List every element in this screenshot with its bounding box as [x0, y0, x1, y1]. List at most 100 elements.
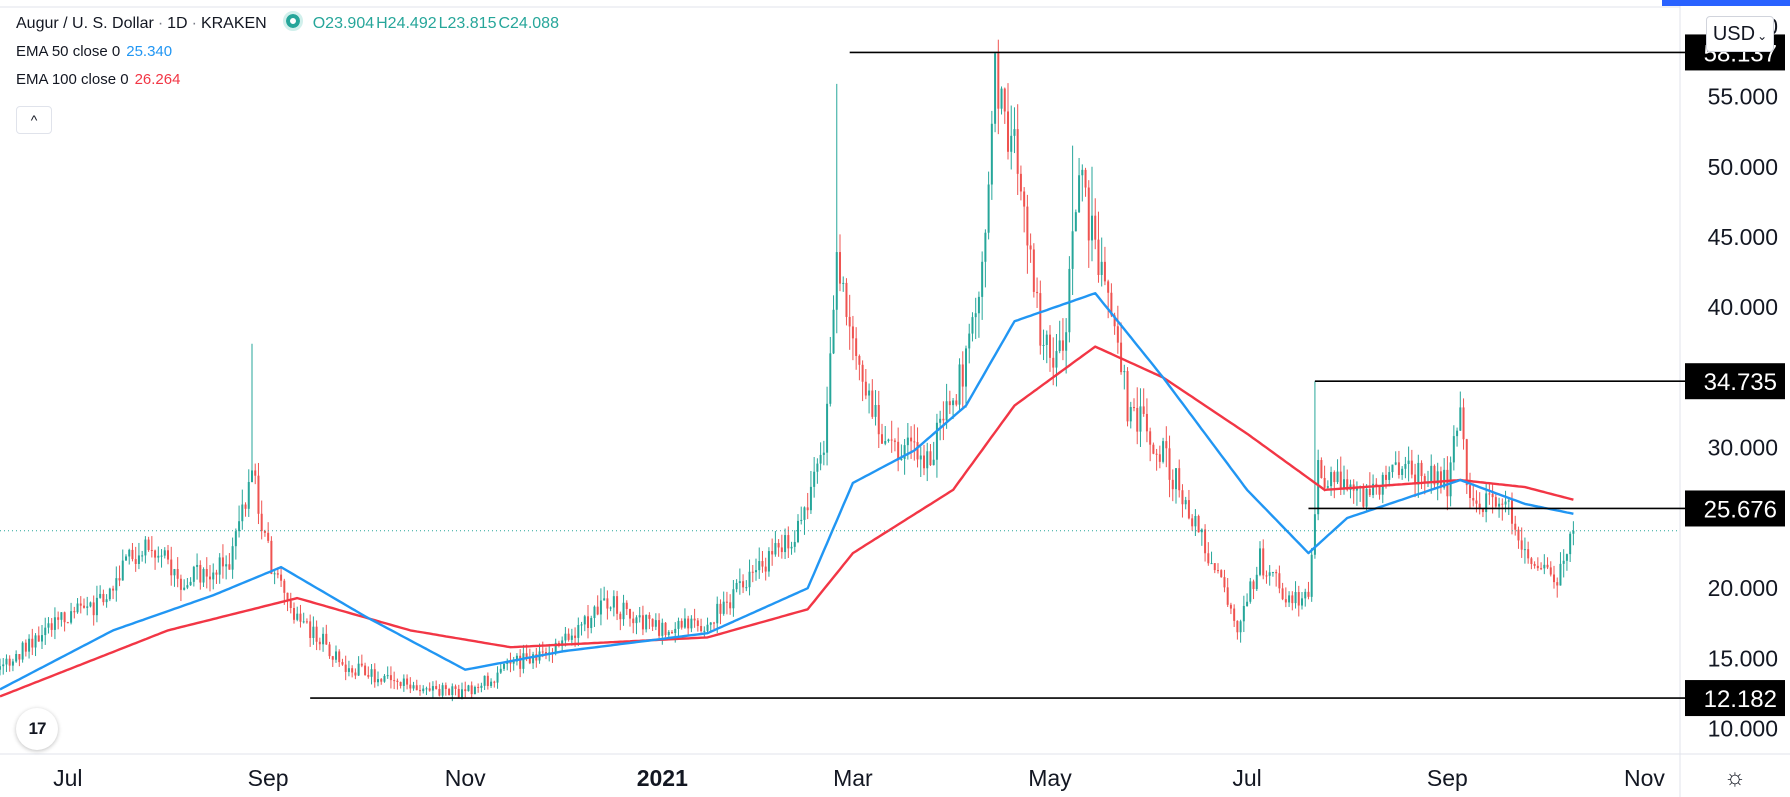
candle-body[interactable] [1543, 564, 1546, 569]
candle-body[interactable] [1052, 357, 1055, 368]
candle-body[interactable] [1397, 462, 1400, 476]
candle-body[interactable] [1446, 469, 1449, 497]
candle-body[interactable] [1097, 239, 1100, 275]
candle-body[interactable] [1523, 549, 1526, 551]
candle-body[interactable] [425, 688, 428, 690]
candle-body[interactable] [157, 555, 160, 558]
candle-body[interactable] [758, 561, 761, 571]
candle-body[interactable] [215, 572, 218, 575]
candle-body[interactable] [296, 613, 299, 620]
candle-body[interactable] [1194, 516, 1197, 527]
candle-body[interactable] [1200, 529, 1203, 533]
candle-body[interactable] [952, 400, 955, 406]
candle-body[interactable] [292, 608, 296, 620]
candle-body[interactable] [809, 486, 812, 511]
candle-body[interactable] [170, 559, 173, 576]
candle-body[interactable] [1401, 468, 1404, 476]
candle-body[interactable] [1032, 249, 1035, 292]
candle-body[interactable] [903, 445, 906, 459]
candle-body[interactable] [1123, 371, 1126, 373]
candle-body[interactable] [1278, 573, 1281, 589]
candle-body[interactable] [1019, 173, 1022, 192]
candle-body[interactable] [687, 618, 690, 629]
candle-body[interactable] [790, 546, 793, 549]
candle-body[interactable] [1184, 500, 1187, 505]
candle-body[interactable] [945, 401, 948, 421]
candle-body[interactable] [99, 593, 102, 598]
candle-body[interactable] [910, 437, 913, 442]
candle-body[interactable] [1010, 135, 1013, 152]
candle-body[interactable] [238, 521, 241, 532]
candle-body[interactable] [1003, 88, 1006, 112]
candle-body[interactable] [305, 621, 308, 623]
candle-body[interactable] [241, 504, 244, 522]
candle-body[interactable] [842, 282, 845, 284]
candle-body[interactable] [719, 603, 722, 614]
candle-body[interactable] [922, 455, 926, 469]
candle-body[interactable] [221, 557, 224, 567]
candle-body[interactable] [121, 560, 124, 581]
candle-body[interactable] [570, 635, 573, 640]
candle-body[interactable] [341, 662, 344, 665]
candle-body[interactable] [1494, 497, 1497, 507]
candle-body[interactable] [260, 513, 263, 532]
candle-body[interactable] [777, 543, 780, 548]
candle-body[interactable] [141, 555, 144, 557]
candle-body[interactable] [373, 669, 376, 683]
candle-body[interactable] [1368, 488, 1371, 496]
candle-body[interactable] [680, 620, 683, 628]
candle-body[interactable] [958, 364, 961, 405]
candle-body[interactable] [1158, 454, 1161, 462]
candle-body[interactable] [480, 685, 483, 688]
candle-body[interactable] [1271, 571, 1274, 573]
candle-body[interactable] [1006, 111, 1010, 152]
ema100-row[interactable]: EMA 100 close 0 26.264 [16, 66, 559, 94]
candle-body[interactable] [186, 585, 189, 588]
settings-gear-icon[interactable]: ☼ [1724, 764, 1746, 791]
candle-body[interactable] [44, 627, 47, 636]
candle-body[interactable] [926, 451, 929, 469]
candle-body[interactable] [674, 628, 677, 634]
candle-body[interactable] [900, 458, 903, 460]
candle-body[interactable] [444, 685, 447, 690]
candle-body[interactable] [1404, 463, 1407, 469]
candle-body[interactable] [396, 680, 399, 683]
candle-body[interactable] [1388, 472, 1391, 480]
candle-body[interactable] [1226, 587, 1229, 605]
candle-body[interactable] [603, 598, 606, 601]
candle-body[interactable] [838, 252, 842, 284]
candle-body[interactable] [418, 690, 422, 692]
candle-body[interactable] [1417, 462, 1420, 485]
candle-body[interactable] [1116, 326, 1119, 343]
candle-body[interactable] [635, 617, 638, 624]
candle-body[interactable] [522, 653, 525, 669]
candle-body[interactable] [1323, 477, 1326, 488]
candle-body[interactable] [1149, 431, 1152, 445]
candle-body[interactable] [1055, 351, 1058, 368]
candle-body[interactable] [845, 282, 848, 317]
candle-body[interactable] [208, 576, 212, 580]
candle-body[interactable] [24, 642, 27, 652]
candle-body[interactable] [1136, 407, 1139, 432]
candle-body[interactable] [234, 531, 237, 547]
candle-body[interactable] [1197, 516, 1200, 533]
candle-body[interactable] [1178, 468, 1181, 491]
candle-body[interactable] [774, 543, 777, 555]
candle-body[interactable] [108, 588, 111, 600]
candle-body[interactable] [1181, 490, 1184, 505]
candle-body[interactable] [150, 549, 153, 551]
candle-body[interactable] [464, 689, 467, 692]
candle-body[interactable] [700, 626, 703, 632]
candle-body[interactable] [599, 600, 602, 615]
candle-body[interactable] [1372, 483, 1375, 496]
candle-body[interactable] [212, 572, 215, 580]
candle-body[interactable] [483, 675, 486, 686]
candle-body[interactable] [1258, 548, 1262, 575]
candle-body[interactable] [658, 620, 661, 636]
candle-body[interactable] [525, 653, 528, 658]
candle-body[interactable] [874, 404, 877, 417]
candle-body[interactable] [748, 571, 751, 588]
candle-body[interactable] [667, 631, 670, 636]
candle-body[interactable] [864, 381, 867, 396]
candle-body[interactable] [490, 681, 493, 686]
